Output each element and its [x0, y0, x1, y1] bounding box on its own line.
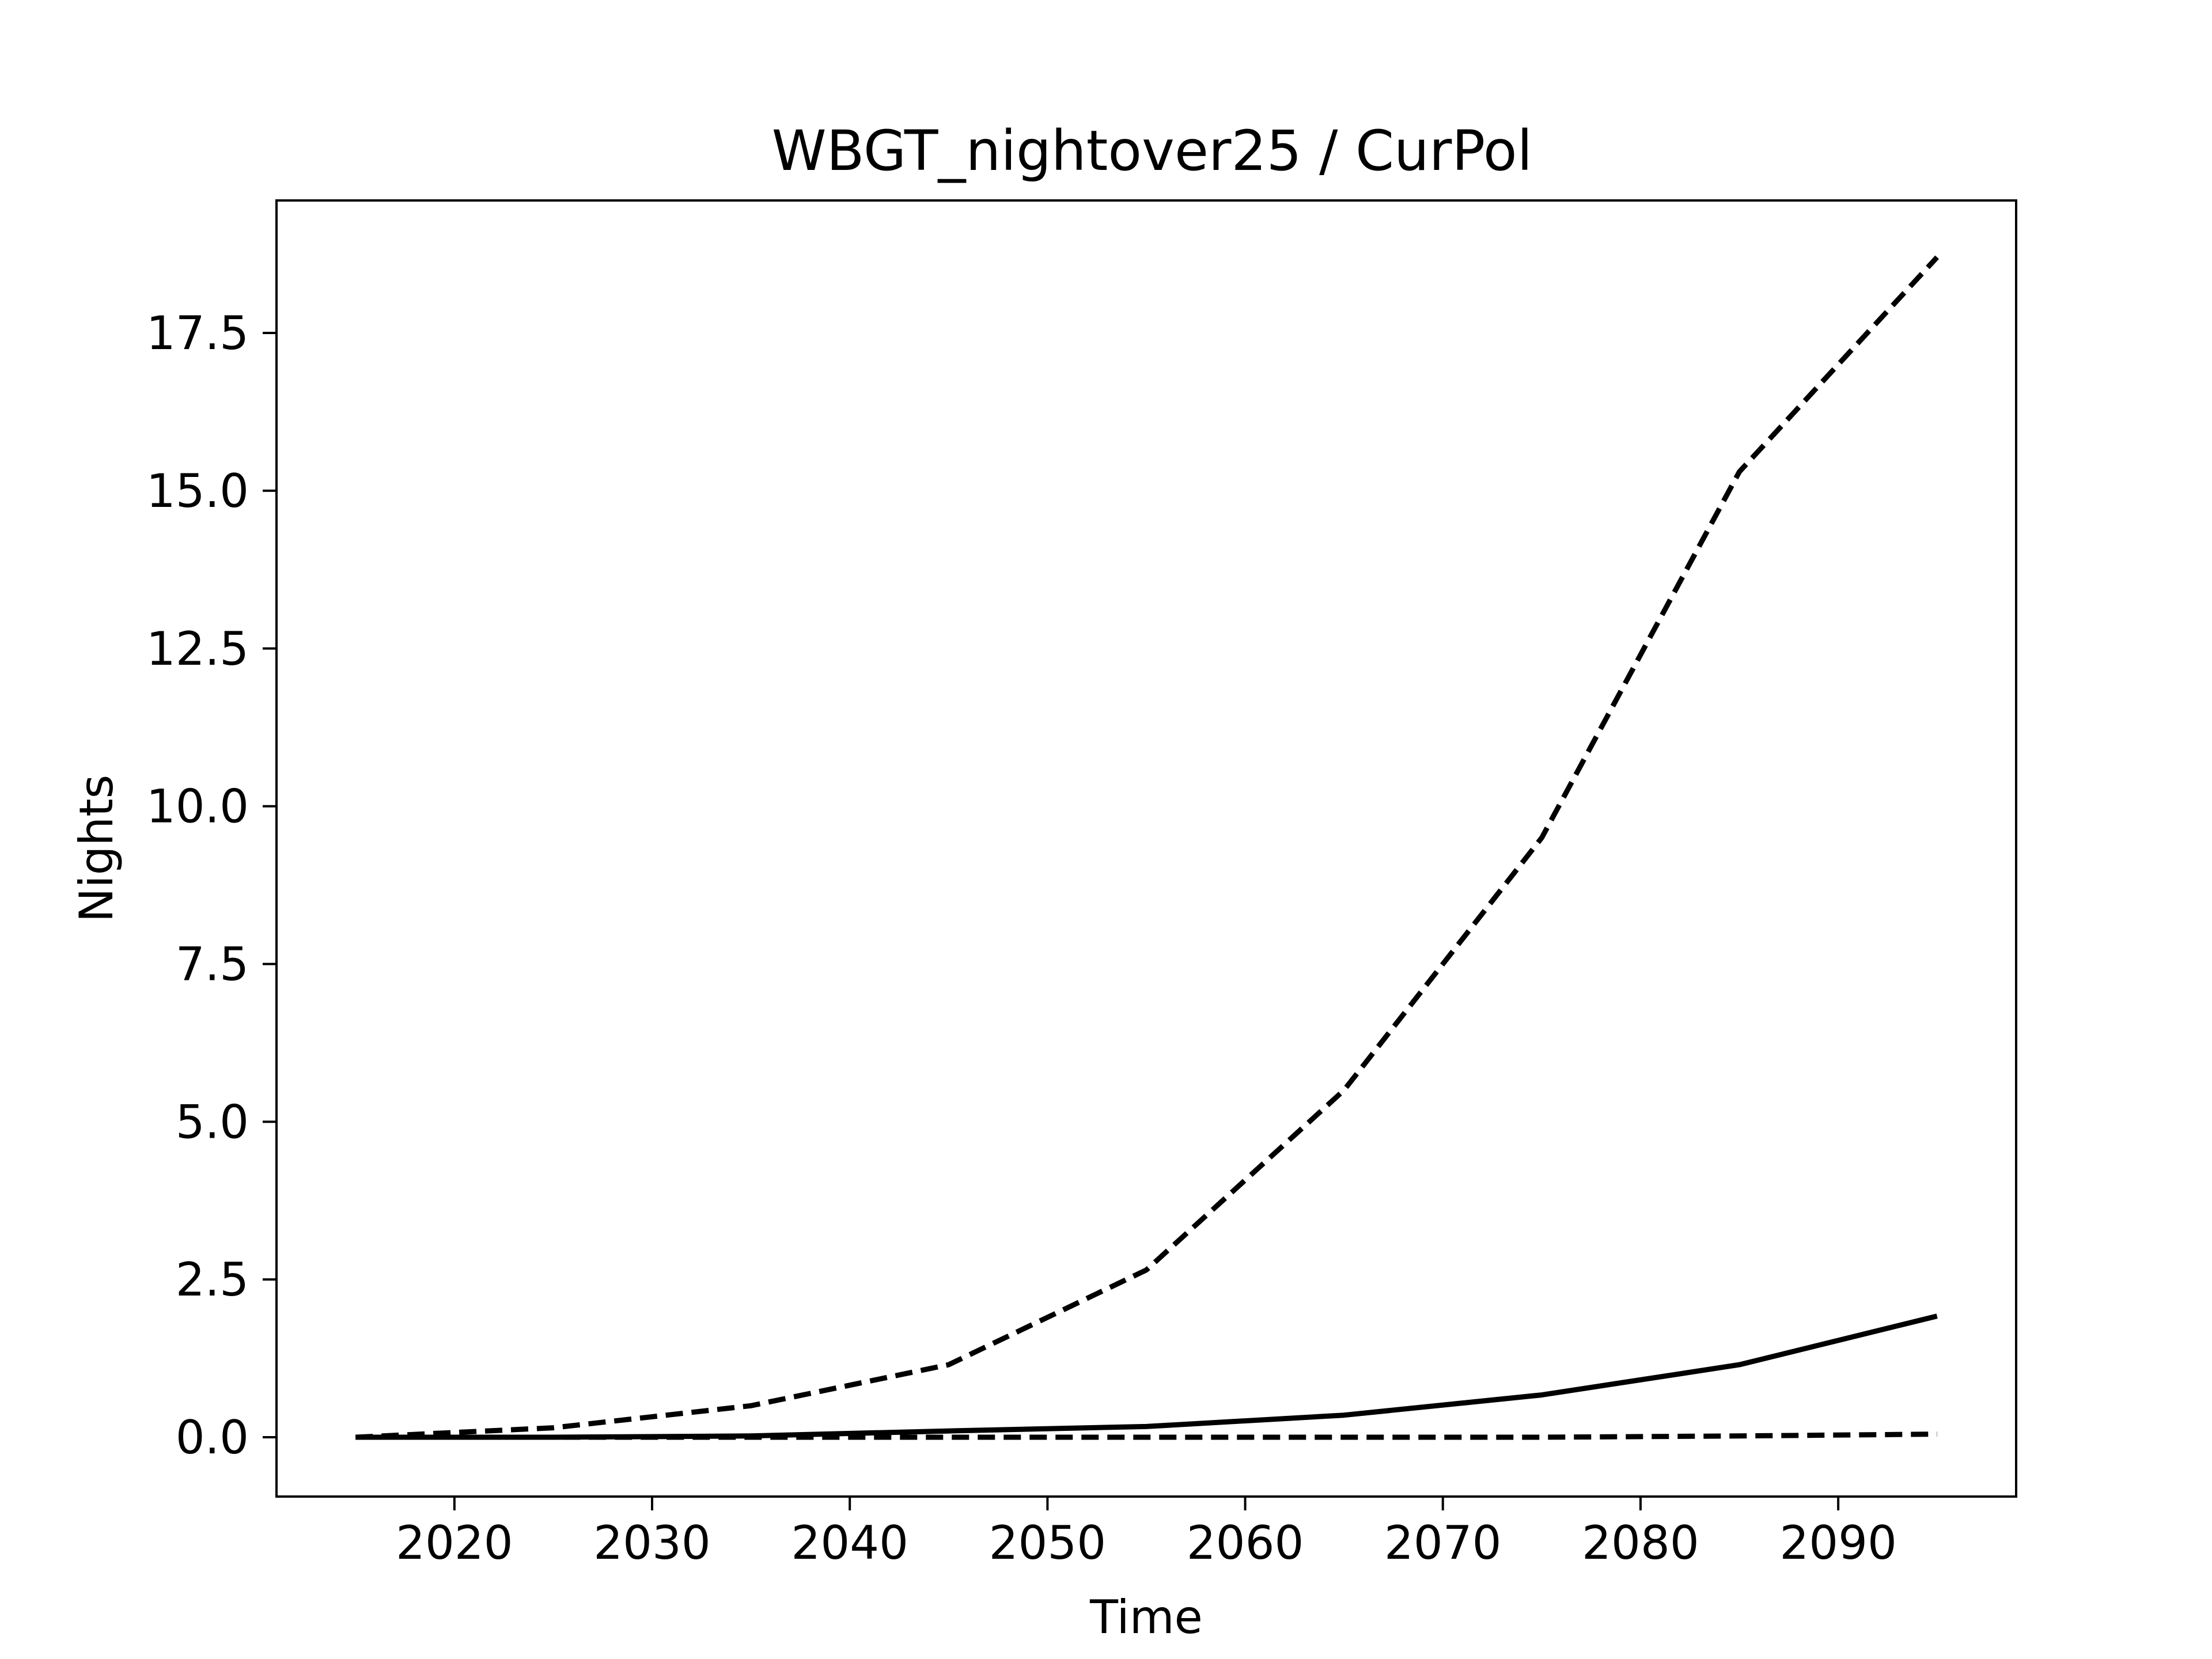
chart-title: WBGT_nightover25 / CurPol: [772, 119, 1532, 183]
y-tick-label: 12.5: [146, 622, 249, 676]
x-tick-label: 2070: [1384, 1516, 1502, 1570]
plot-frame: [275, 199, 2017, 1498]
y-axis-label: Nights: [70, 775, 123, 923]
x-tick-label: 2050: [989, 1516, 1107, 1570]
y-tick-label: 10.0: [146, 780, 249, 834]
plot-content: [355, 255, 1940, 1440]
x-axis: 2020 2030 2040 2050 2060 2070 2080 2090: [396, 1497, 1897, 1570]
x-tick-label: 2090: [1779, 1516, 1897, 1570]
x-tick-label: 2060: [1187, 1516, 1304, 1570]
y-tick-label: 17.5: [146, 306, 249, 360]
x-tick-label: 2080: [1582, 1516, 1699, 1570]
y-axis: 0.0 2.5 5.0 7.5 10.0 12.5 15.0 17.5: [146, 306, 276, 1464]
y-tick-label: 5.0: [176, 1095, 249, 1149]
x-tick-label: 2040: [791, 1516, 908, 1570]
x-tick-label: 2020: [396, 1516, 513, 1570]
series-line-3: [355, 1431, 1937, 1440]
y-tick-label: 15.0: [146, 464, 249, 518]
y-tick-label: 7.5: [176, 937, 249, 991]
y-tick-label: 0.0: [176, 1411, 249, 1464]
x-tick-label: 2030: [593, 1516, 711, 1570]
y-tick-label: 2.5: [176, 1253, 249, 1306]
x-axis-label: Time: [1089, 1590, 1203, 1644]
series-line-1: [355, 255, 1940, 1440]
